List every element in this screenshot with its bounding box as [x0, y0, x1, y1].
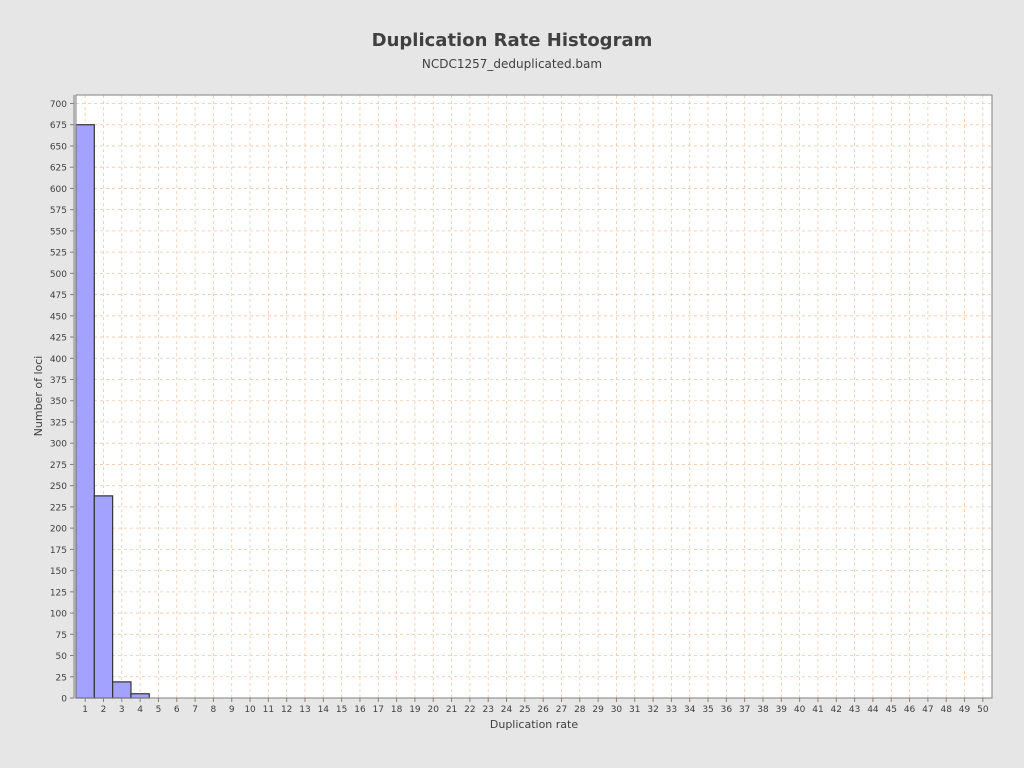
y-tick-label: 175	[50, 546, 67, 556]
y-tick-label: 675	[50, 121, 67, 131]
y-tick-label: 225	[50, 503, 67, 513]
x-tick-label: 37	[739, 705, 750, 715]
y-tick-label: 250	[50, 482, 67, 492]
x-tick-label: 25	[519, 705, 530, 715]
x-tick-label: 45	[886, 705, 897, 715]
x-tick-label: 32	[647, 705, 658, 715]
x-tick-label: 6	[174, 705, 180, 715]
y-tick-label: 625	[50, 164, 67, 174]
x-tick-label: 27	[556, 705, 567, 715]
histogram-bar	[130, 693, 150, 699]
y-tick-label: 50	[56, 652, 68, 662]
x-tick-label: 5	[156, 705, 162, 715]
x-tick-label: 22	[464, 705, 475, 715]
y-tick-label: 550	[50, 227, 67, 237]
x-tick-label: 19	[409, 705, 421, 715]
x-tick-label: 34	[684, 705, 696, 715]
x-tick-label: 14	[318, 705, 330, 715]
x-tick-label: 24	[501, 705, 513, 715]
x-axis-label: Duplication rate	[490, 718, 578, 731]
x-tick-label: 7	[192, 705, 198, 715]
y-tick-label: 525	[50, 249, 67, 259]
x-tick-label: 10	[244, 705, 256, 715]
x-tick-label: 28	[574, 705, 586, 715]
x-tick-label: 16	[354, 705, 366, 715]
y-tick-label: 425	[50, 334, 67, 344]
x-tick-label: 1	[82, 705, 88, 715]
y-tick-label: 275	[50, 461, 67, 471]
x-tick-label: 23	[482, 705, 493, 715]
y-tick-label: 350	[50, 397, 67, 407]
x-tick-label: 47	[922, 705, 933, 715]
x-tick-label: 39	[776, 705, 788, 715]
y-tick-label: 25	[56, 673, 67, 683]
x-tick-label: 8	[211, 705, 217, 715]
x-tick-label: 41	[812, 705, 823, 715]
chart-title: Duplication Rate Histogram	[371, 30, 653, 51]
y-axis-ticks: 0 25 50 75 100 125 150 175 200 225 250 275 300 325 350…	[50, 100, 74, 705]
x-tick-label: 33	[666, 705, 677, 715]
x-tick-label: 29	[592, 705, 604, 715]
x-tick-label: 50	[977, 705, 989, 715]
x-tick-label: 35	[702, 705, 713, 715]
x-tick-label: 11	[263, 705, 274, 715]
x-tick-label: 26	[537, 705, 549, 715]
histogram-bar	[93, 495, 114, 699]
x-tick-label: 44	[867, 705, 879, 715]
bar-series	[75, 124, 150, 699]
x-tick-label: 21	[446, 705, 457, 715]
x-tick-label: 18	[391, 705, 403, 715]
x-tick-label: 4	[137, 705, 143, 715]
x-tick-label: 30	[611, 705, 623, 715]
y-tick-label: 575	[50, 206, 67, 216]
histogram-bar	[75, 124, 95, 699]
grid-lines	[76, 95, 992, 699]
x-tick-label: 12	[281, 705, 292, 715]
x-tick-label: 38	[757, 705, 769, 715]
plot-area	[76, 95, 992, 698]
y-tick-label: 75	[56, 631, 67, 641]
x-tick-label: 49	[959, 705, 971, 715]
y-tick-label: 300	[50, 440, 67, 450]
x-tick-label: 13	[299, 705, 310, 715]
y-tick-label: 450	[50, 312, 67, 322]
x-axis-ticks: 1 2 3 4 5 6 7 8 9 10 11 12 13 14 15 16 17 18 19 20 21 22 23 24 2…	[82, 698, 989, 715]
y-tick-label: 100	[50, 610, 67, 620]
x-tick-label: 42	[831, 705, 842, 715]
plot-border	[75, 94, 993, 699]
x-tick-label: 31	[629, 705, 640, 715]
y-axis-label: Number of loci	[32, 356, 45, 437]
y-tick-label: 375	[50, 376, 67, 386]
y-tick-label: 475	[50, 291, 67, 301]
y-tick-label: 600	[50, 185, 67, 195]
y-tick-label: 325	[50, 418, 67, 428]
y-tick-label: 400	[50, 355, 67, 365]
y-tick-label: 200	[50, 525, 67, 535]
x-tick-label: 9	[229, 705, 235, 715]
x-tick-label: 48	[940, 705, 952, 715]
y-tick-label: 700	[50, 100, 67, 110]
y-tick-label: 650	[50, 142, 67, 152]
x-tick-label: 2	[101, 705, 107, 715]
y-tick-label: 150	[50, 567, 67, 577]
x-tick-label: 43	[849, 705, 860, 715]
x-tick-label: 17	[373, 705, 384, 715]
x-tick-label: 15	[336, 705, 347, 715]
x-tick-label: 20	[428, 705, 440, 715]
y-tick-label: 0	[61, 695, 67, 705]
x-tick-label: 46	[904, 705, 916, 715]
x-tick-label: 36	[721, 705, 733, 715]
histogram-bar	[112, 681, 132, 699]
y-tick-label: 125	[50, 588, 67, 598]
chart-subtitle: NCDC1257_deduplicated.bam	[421, 57, 603, 71]
x-tick-label: 40	[794, 705, 806, 715]
y-tick-label: 500	[50, 270, 67, 280]
x-tick-label: 3	[119, 705, 125, 715]
